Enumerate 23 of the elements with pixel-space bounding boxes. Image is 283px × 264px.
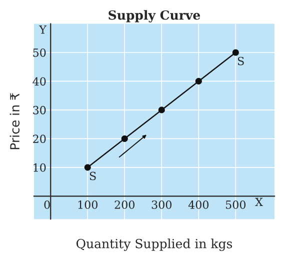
x-tick-label: 500 xyxy=(226,200,246,209)
y-tick-label: 40 xyxy=(32,77,46,86)
x-tick-label: 200 xyxy=(114,200,134,209)
annotation: S xyxy=(90,172,96,180)
annotation: Y xyxy=(38,25,47,34)
annotation: X xyxy=(255,198,263,206)
chart-title: Supply Curve xyxy=(108,10,200,22)
y-tick-label: 30 xyxy=(33,106,46,114)
point xyxy=(158,106,165,114)
point xyxy=(121,135,128,142)
x-axis-title: Quantity Supplied in kgs xyxy=(76,238,232,251)
point xyxy=(84,164,91,171)
y-tick-label: 50 xyxy=(33,48,46,57)
x-tick-label: 300 xyxy=(152,200,172,209)
x-tick-label: 100 xyxy=(78,200,98,209)
point xyxy=(232,49,239,56)
annotation: S xyxy=(238,56,244,66)
y-axis-title: Price in ₹ xyxy=(10,93,20,150)
x-tick-label: 400 xyxy=(188,200,209,209)
point xyxy=(195,78,202,85)
y-tick-label: 20 xyxy=(33,134,46,144)
x-tick-label: 0 xyxy=(44,200,50,209)
y-tick-label: 10 xyxy=(34,163,46,172)
